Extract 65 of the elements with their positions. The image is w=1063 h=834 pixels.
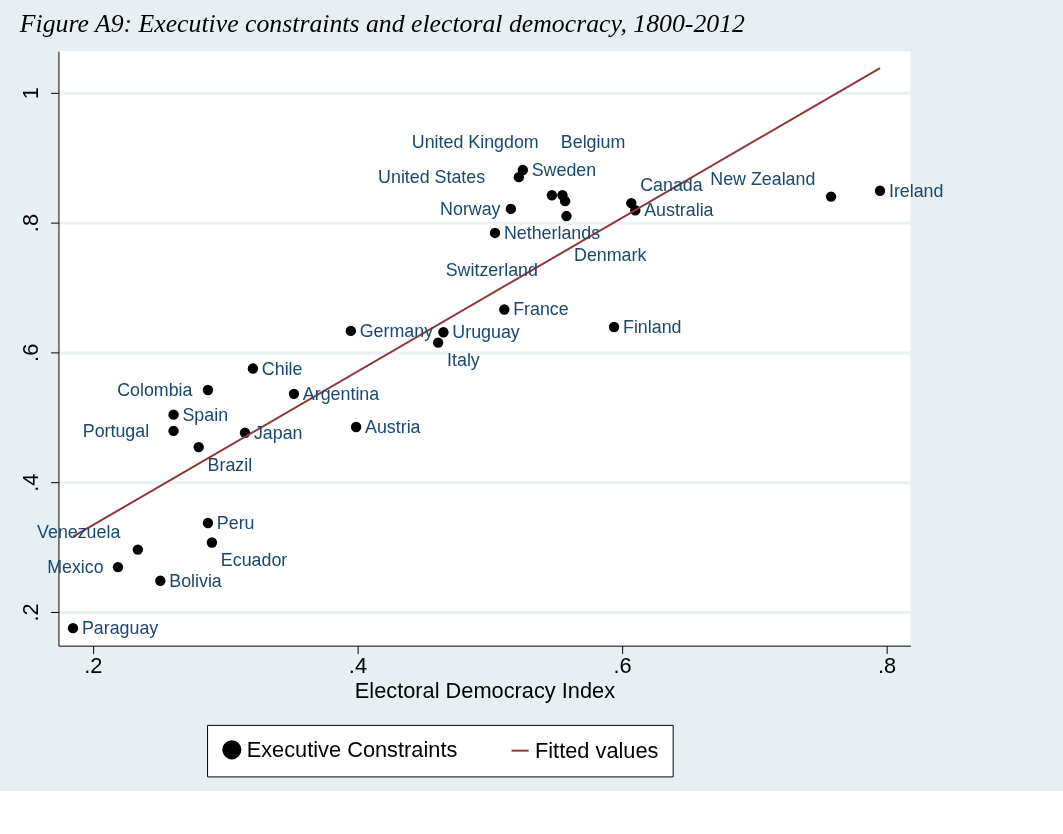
point (608, 321, 620, 333)
annotation: Finland (623, 316, 682, 337)
point (517, 164, 528, 176)
x-tick-label: .6 (613, 652, 632, 678)
annotation: Italy (447, 350, 480, 371)
point (202, 384, 214, 396)
x-tick-label: .4 (348, 652, 368, 678)
point (432, 337, 444, 348)
x-tick-label: .2 (84, 652, 103, 678)
annotation: United Kingdom (411, 131, 539, 152)
y-tick-label: .2 (18, 603, 44, 622)
point (112, 561, 124, 573)
point (206, 537, 218, 548)
annotation: Norway (440, 198, 501, 219)
point (505, 203, 517, 215)
point (67, 622, 79, 634)
annotation: Colombia (117, 379, 193, 400)
annotation: Netherlands (503, 222, 601, 243)
annotation: Ecuador (220, 550, 288, 571)
annotation: New Zealand (710, 168, 816, 189)
annotation: Bolivia (169, 570, 222, 591)
point (438, 327, 449, 338)
y-tick-label: .6 (18, 343, 44, 362)
annotation: Australia (644, 200, 714, 221)
y-tick-label: .4 (18, 473, 44, 492)
point (499, 304, 510, 315)
annotation: Spain (182, 404, 229, 425)
x-tick-label: .8 (878, 652, 897, 678)
annotation: Brazil (207, 454, 253, 475)
point (561, 210, 572, 222)
point (168, 409, 179, 420)
point (874, 185, 886, 196)
x-axis-title: Electoral Democracy Index (354, 677, 616, 703)
annotation: Portugal (82, 420, 150, 441)
point (350, 421, 362, 433)
chart-title: Figure A9: Executive constraints and electoral democracy, 1800-2012 (18, 9, 746, 39)
annotation: Uruguay (452, 322, 520, 343)
point (345, 325, 357, 337)
annotation: Japan (253, 422, 303, 443)
annotation: Ireland (888, 180, 944, 201)
annotation: Austria (365, 416, 421, 437)
annotation: Paraguay (81, 618, 159, 639)
point (546, 190, 558, 201)
point (288, 388, 300, 400)
annotation: Switzerland (445, 259, 538, 280)
annotation: United States (378, 167, 486, 188)
point (202, 517, 214, 529)
annotation: Sweden (531, 159, 597, 180)
legend-label: Executive Constraints (246, 736, 458, 762)
y-tick-label: 1 (18, 87, 44, 100)
annotation: Chile (261, 358, 303, 379)
point (193, 441, 204, 453)
point (132, 544, 144, 555)
point (489, 227, 501, 239)
y-tick-label: .8 (18, 213, 44, 233)
annotation: Belgium (560, 131, 626, 152)
point (155, 575, 166, 586)
annotation: Peru (216, 512, 255, 533)
point (559, 195, 571, 207)
annotation: France (513, 299, 569, 320)
point (168, 425, 179, 437)
annotation: Denmark (574, 244, 647, 265)
point (825, 191, 837, 202)
point (247, 363, 259, 374)
legend-label: Fitted values (534, 737, 659, 763)
